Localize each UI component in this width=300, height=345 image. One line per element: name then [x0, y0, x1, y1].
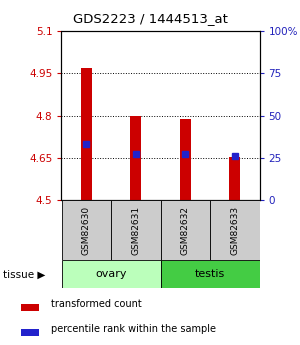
Bar	[111, 200, 160, 260]
Text: GDS2223 / 1444513_at: GDS2223 / 1444513_at	[73, 12, 227, 25]
Bar	[229, 157, 240, 200]
Text: GSM82633: GSM82633	[230, 206, 239, 255]
Text: transformed count: transformed count	[51, 299, 141, 309]
Text: GSM82630: GSM82630	[82, 206, 91, 255]
Bar	[130, 116, 141, 200]
Bar	[160, 200, 210, 260]
Bar	[160, 260, 260, 288]
Bar	[20, 328, 39, 336]
Text: tissue ▶: tissue ▶	[3, 269, 45, 279]
Text: GSM82631: GSM82631	[131, 206, 140, 255]
Text: testis: testis	[195, 269, 225, 279]
Bar	[180, 119, 191, 200]
Bar	[61, 260, 161, 288]
Bar	[81, 68, 92, 200]
Bar	[61, 200, 111, 260]
Bar	[20, 304, 39, 310]
Text: ovary: ovary	[95, 269, 127, 279]
Text: GSM82632: GSM82632	[181, 206, 190, 255]
Text: percentile rank within the sample: percentile rank within the sample	[51, 324, 216, 334]
Bar	[210, 200, 260, 260]
